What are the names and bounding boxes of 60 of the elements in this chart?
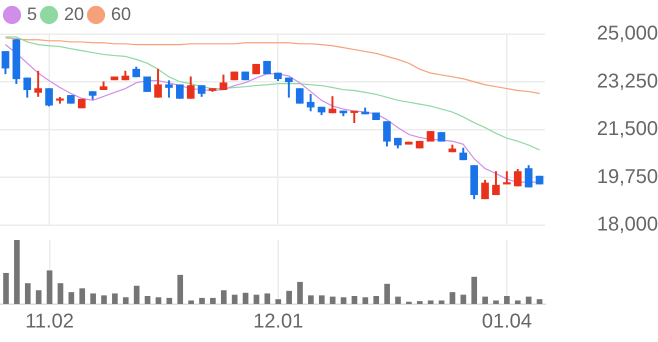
bar — [101, 295, 107, 304]
bar — [122, 297, 129, 304]
bar — [177, 274, 184, 304]
bar — [254, 294, 260, 304]
bar — [308, 295, 314, 304]
bar — [340, 297, 346, 304]
bar — [416, 301, 423, 304]
bar — [450, 292, 456, 304]
bar — [14, 240, 20, 304]
bar — [24, 283, 31, 304]
bar — [188, 300, 194, 304]
bar — [395, 296, 401, 304]
legend-label: 5 — [27, 4, 38, 24]
bar — [384, 284, 390, 304]
bar — [471, 276, 478, 304]
bar — [264, 293, 270, 304]
bar — [90, 293, 96, 304]
bar — [3, 272, 9, 304]
bar — [199, 298, 205, 304]
bar — [79, 288, 86, 304]
bar — [46, 270, 52, 304]
bar — [318, 295, 325, 304]
bar — [36, 290, 42, 304]
bar — [286, 290, 292, 304]
y-tick-label: 21,500 — [596, 118, 658, 140]
x-tick-label: 12.01 — [253, 310, 304, 333]
x-tick-label: 11.02 — [25, 310, 74, 333]
bar — [156, 297, 162, 304]
bar — [68, 292, 74, 304]
bar — [58, 283, 64, 304]
bar — [352, 296, 358, 304]
bar — [460, 294, 466, 304]
bar — [210, 298, 216, 304]
x-tick-label: 01.04 — [482, 310, 532, 333]
y-tick-label: 25,000 — [596, 22, 658, 45]
bar — [362, 297, 368, 304]
bar — [166, 298, 172, 304]
bar — [438, 300, 444, 304]
bar — [275, 299, 282, 304]
bar — [373, 296, 380, 304]
bar — [134, 286, 140, 304]
y-tick-label: 19,750 — [596, 166, 658, 188]
legend-label: 60 — [111, 4, 132, 24]
bar — [220, 290, 227, 304]
bar — [482, 296, 488, 304]
bar — [536, 299, 542, 304]
bar — [232, 294, 238, 304]
bar — [504, 296, 510, 304]
bar — [493, 300, 499, 304]
bar — [297, 282, 303, 304]
bar — [242, 292, 248, 304]
bar — [428, 300, 434, 304]
bar — [330, 296, 336, 304]
y-tick-label: 18,000 — [596, 214, 658, 236]
bar — [112, 293, 118, 304]
y-tick-label: 23,250 — [596, 70, 658, 92]
legend-label: 20 — [64, 4, 84, 24]
bar — [526, 296, 532, 304]
bar — [514, 300, 521, 304]
bar — [144, 296, 150, 304]
